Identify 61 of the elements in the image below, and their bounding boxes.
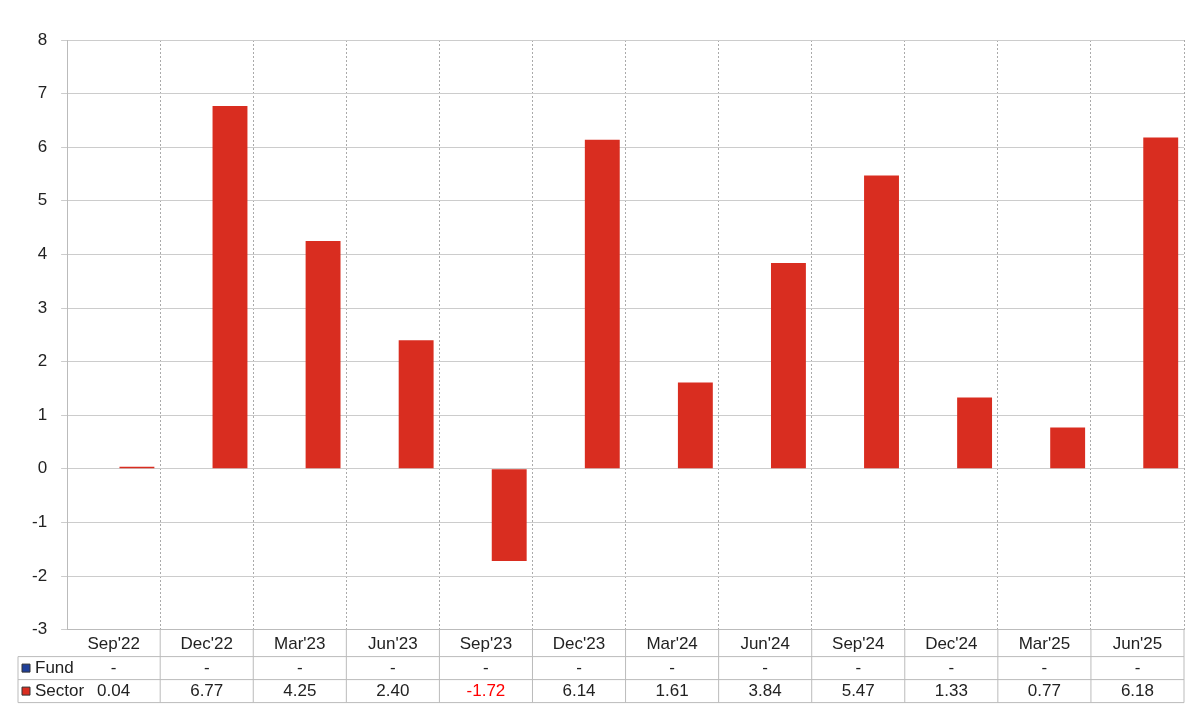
text: - bbox=[296, 657, 303, 677]
bar bbox=[398, 340, 434, 469]
bar bbox=[1050, 427, 1086, 469]
y-tick-label: 4 bbox=[37, 244, 48, 264]
x-tick-label: Jun'24 bbox=[740, 634, 790, 654]
bar bbox=[584, 139, 620, 469]
text: - bbox=[855, 657, 862, 677]
bar bbox=[770, 262, 806, 469]
data-label: 1.33 bbox=[934, 680, 968, 700]
x-tick-label: Jun'23 bbox=[368, 634, 418, 654]
bar bbox=[957, 397, 993, 469]
data-label: 1.61 bbox=[655, 680, 689, 700]
bar bbox=[1143, 137, 1179, 469]
x-tick-label: Dec'23 bbox=[552, 634, 606, 654]
text: - bbox=[390, 657, 396, 677]
legend-label: Sector bbox=[35, 680, 85, 700]
data-label: 0.77 bbox=[1027, 680, 1061, 700]
text: - bbox=[762, 657, 768, 677]
y-tick-label: 8 bbox=[37, 29, 48, 49]
y-tick-label: 5 bbox=[37, 190, 48, 210]
y-tick-label: -1 bbox=[31, 512, 48, 532]
text: - bbox=[576, 657, 582, 677]
bar bbox=[864, 175, 899, 469]
bar bbox=[212, 105, 248, 469]
text: - bbox=[1134, 657, 1141, 677]
text: - bbox=[948, 657, 955, 677]
data-label: 3.84 bbox=[748, 680, 782, 700]
y-tick-label: 7 bbox=[37, 83, 48, 103]
text: - bbox=[203, 657, 210, 677]
legend-label: Fund bbox=[35, 657, 74, 677]
text: - bbox=[1041, 657, 1048, 677]
data-label: 0.04 bbox=[97, 680, 131, 700]
y-tick-label: -3 bbox=[31, 619, 48, 639]
bar bbox=[677, 382, 713, 469]
y-tick-label: -2 bbox=[31, 565, 48, 585]
bar bbox=[491, 469, 527, 561]
x-tick-label: Sep'23 bbox=[459, 634, 513, 654]
data-label: 6.18 bbox=[1120, 680, 1155, 700]
x-tick-label: Mar'23 bbox=[274, 634, 326, 654]
x-tick-label: Mar'25 bbox=[1018, 634, 1071, 654]
y-tick-label: 2 bbox=[37, 351, 48, 371]
y-tick-label: 1 bbox=[37, 404, 48, 424]
x-tick-label: Dec'22 bbox=[180, 634, 233, 654]
text: - bbox=[110, 657, 117, 677]
x-tick-label: Mar'24 bbox=[646, 634, 698, 654]
data-label: 6.77 bbox=[190, 680, 224, 700]
data-label: 6.14 bbox=[562, 680, 596, 700]
x-tick-label: Sep'22 bbox=[87, 634, 140, 654]
x-tick-label: Dec'24 bbox=[925, 634, 978, 654]
text: - bbox=[483, 657, 489, 677]
x-tick-label: Jun'25 bbox=[1112, 634, 1163, 654]
data-label: 4.25 bbox=[283, 680, 317, 700]
text: - bbox=[669, 657, 675, 677]
data-label: -1.72 bbox=[466, 680, 506, 700]
bar bbox=[305, 241, 341, 469]
data-label: 2.40 bbox=[376, 680, 410, 700]
data-label: 5.47 bbox=[841, 680, 875, 700]
x-tick-label: Sep'24 bbox=[832, 634, 885, 654]
y-tick-label: 3 bbox=[37, 297, 48, 317]
y-tick-label: 0 bbox=[37, 458, 48, 478]
y-tick-label: 6 bbox=[37, 136, 48, 156]
